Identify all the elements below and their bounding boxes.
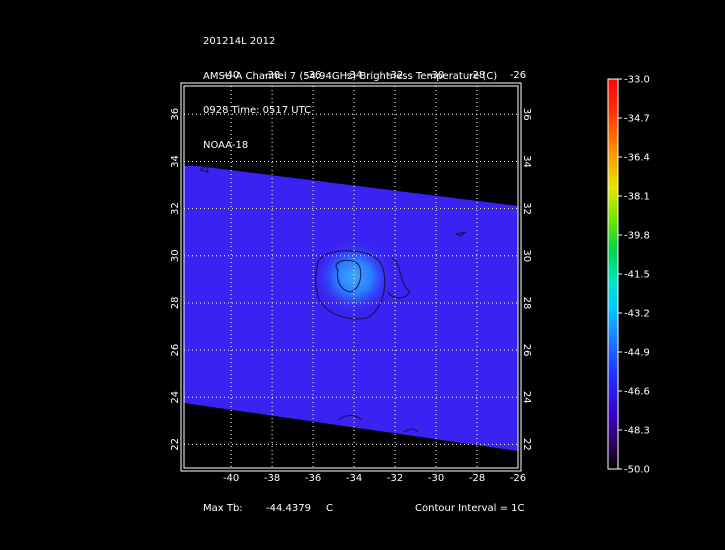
satellite-title: NOAA-18 [203, 139, 249, 151]
plot-frame [180, 82, 522, 472]
warm-core-anomaly [314, 239, 395, 315]
lon-tick-label-top: -40 [223, 70, 239, 81]
max-tb-label: Max Tb: [203, 503, 243, 514]
lat-tick-label-right: 22 [521, 438, 532, 451]
lat-tick-label-right: 24 [521, 391, 532, 404]
lon-tick-label-bottom: -38 [264, 473, 280, 484]
colorbar-tick-label: -34.7 [624, 114, 650, 125]
storm-id-title: 201214L 2012 [203, 36, 276, 47]
contour-line [198, 165, 209, 173]
colorbar-tick-label: -36.4 [624, 153, 650, 164]
lat-tick-label-right: 32 [521, 202, 532, 215]
lon-tick-label-bottom: -40 [223, 473, 239, 484]
lat-tick-label-right: 30 [521, 249, 532, 262]
contour-line [315, 250, 386, 320]
colorbar-tick-label: -44.9 [624, 348, 650, 359]
lon-tick-label-bottom: -26 [510, 473, 526, 484]
lat-tick-label-right: 28 [521, 297, 532, 310]
colorbar-tick-label: -38.1 [624, 192, 650, 203]
time-title: 0928 Time: 0517 UTC [203, 105, 312, 116]
lat-tick-label-left: 26 [170, 344, 181, 357]
lon-tick-label-top: -26 [510, 70, 526, 81]
lat-tick-label-right: 36 [521, 108, 532, 121]
lat-tick-label-left: 36 [170, 108, 181, 121]
colorbar-tick-label: -41.5 [624, 270, 650, 281]
lon-tick-label-top: -34 [346, 70, 362, 81]
colorbar-tick-label: -33.0 [624, 75, 650, 86]
lat-tick-label-right: 34 [521, 155, 532, 168]
lat-tick-label-left: 28 [170, 297, 181, 310]
lon-tick-label-top: -38 [264, 70, 280, 81]
contour-line [337, 415, 363, 421]
lon-tick-label-top: -36 [305, 70, 321, 81]
max-tb-unit: C [326, 503, 333, 514]
lon-tick-label-top: -32 [387, 70, 403, 81]
lat-tick-label-left: 30 [170, 249, 181, 262]
lon-tick-label-bottom: -36 [305, 473, 321, 484]
lat-tick-label-right: 26 [521, 344, 532, 357]
plot-header: 201214L 2012 AMSU-A Channel 7 (54.94GHz)… [203, 13, 497, 163]
lat-tick-label-left: 22 [170, 438, 181, 451]
lat-tick-label-left: 32 [170, 202, 181, 215]
max-tb-value: -44.4379 [266, 503, 311, 514]
contour-line [454, 231, 467, 237]
lon-tick-label-top: -28 [469, 70, 485, 81]
lon-tick-label-bottom: -30 [428, 473, 444, 484]
contour-line [387, 257, 411, 299]
lon-tick-label-bottom: -32 [387, 473, 403, 484]
colorbar-tick-label: -50.0 [624, 465, 650, 476]
lat-tick-label-left: 34 [170, 155, 181, 168]
colorbar-tick-label: -48.3 [624, 426, 650, 437]
contour-line [403, 428, 419, 433]
colorbar-tick-label: -46.6 [624, 387, 650, 398]
lon-tick-label-bottom: -34 [346, 473, 362, 484]
colorbar [608, 79, 618, 469]
lat-tick-label-left: 24 [170, 391, 181, 404]
product-title: AMSU-A Channel 7 (54.94GHz) Brightness T… [203, 70, 498, 82]
contour-interval: Contour Interval = 1C [415, 503, 525, 514]
contour-line [335, 259, 362, 293]
colorbar-tick-label: -39.8 [624, 231, 650, 242]
colorbar-tick-label: -43.2 [624, 309, 650, 320]
lon-tick-label-top: -30 [428, 70, 444, 81]
lon-tick-label-bottom: -28 [469, 473, 485, 484]
plot-frame-inner [183, 85, 519, 469]
